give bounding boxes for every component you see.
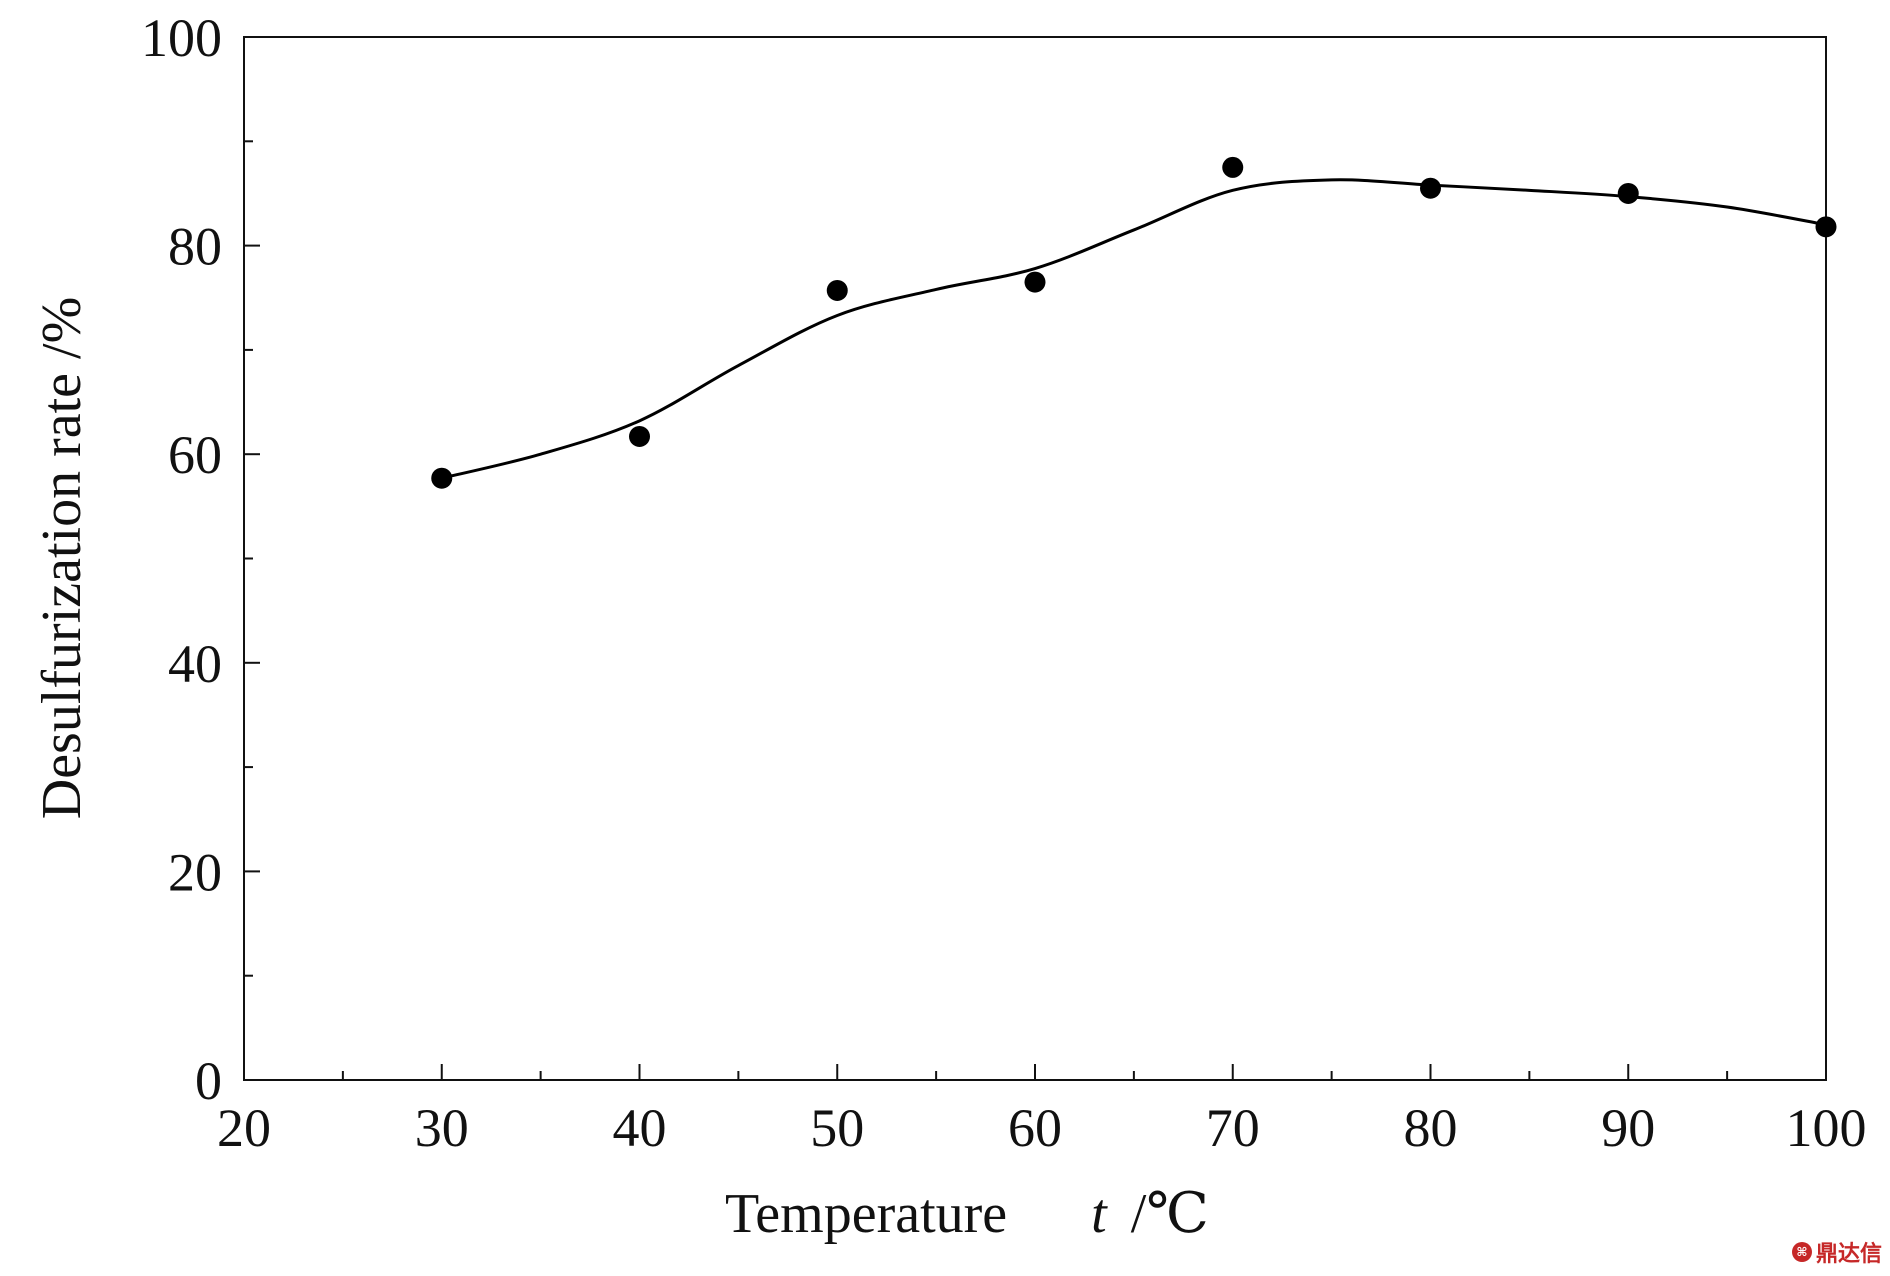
x-tick-label: 100: [1786, 1098, 1867, 1158]
x-tick-label: 20: [217, 1098, 271, 1158]
data-point: [1024, 271, 1046, 293]
x-tick-label: 80: [1404, 1098, 1458, 1158]
y-tick-label: 100: [141, 8, 222, 68]
y-tick-label: 20: [168, 842, 222, 902]
data-point: [629, 425, 650, 447]
y-tick-label: 80: [168, 217, 222, 277]
y-tick-label: 0: [195, 1051, 222, 1111]
x-tick-label: 50: [810, 1098, 864, 1158]
data-point: [1815, 216, 1837, 238]
fit-curve-layer: [441, 178, 1827, 480]
x-axis-title: Temperature t /℃: [725, 1183, 1209, 1245]
logo-icon: ⌘: [1791, 1242, 1812, 1262]
data-point: [431, 467, 453, 489]
watermark-text: 鼎达信: [1815, 1242, 1882, 1267]
y-axis-title: Desulfurization rate /%: [31, 297, 93, 819]
data-points-layer: [431, 156, 1837, 489]
x-tick-label: 90: [1601, 1098, 1655, 1158]
x-axis-title-text: Temperature: [725, 1183, 1007, 1245]
y-tick-label: 40: [168, 634, 222, 694]
data-point: [1617, 182, 1639, 204]
x-axis-ticks: 20 30 40 50 60 70 80 90 100: [217, 1064, 1867, 1158]
x-axis-title-unit: /℃: [1131, 1183, 1209, 1245]
data-point: [1420, 177, 1441, 199]
data-point: [1222, 156, 1244, 178]
x-tick-label: 60: [1008, 1098, 1062, 1158]
watermark-logo: ⌘ 鼎达信: [1791, 1236, 1882, 1268]
x-tick-label: 40: [613, 1098, 667, 1158]
x-axis-title-var: t: [1091, 1183, 1108, 1245]
data-point: [826, 279, 848, 301]
x-tick-label: 70: [1206, 1098, 1260, 1158]
y-axis-ticks: 0 20 40 60 80 100: [141, 8, 260, 1111]
fit-curve-line: [441, 178, 1827, 480]
x-tick-label: 30: [415, 1098, 469, 1158]
y-tick-label: 60: [168, 425, 222, 485]
